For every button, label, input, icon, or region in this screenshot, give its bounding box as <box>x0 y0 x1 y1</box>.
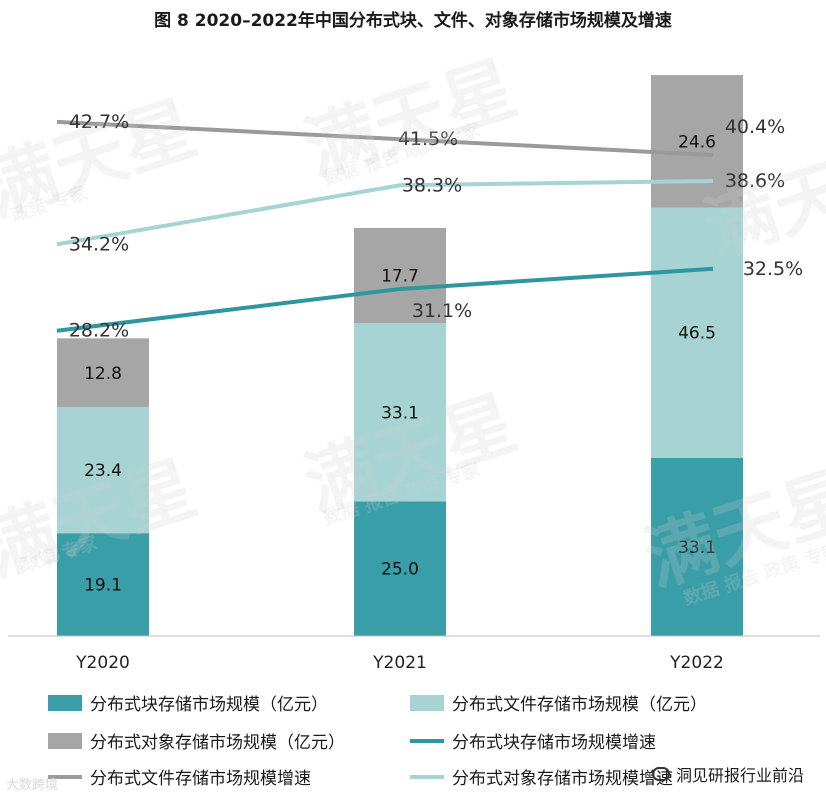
legend-label: 分布式块存储市场规模增速 <box>452 733 656 753</box>
bar-value-label: 12.8 <box>84 364 122 384</box>
line-value-label: 38.6% <box>725 170 785 192</box>
bar-segment <box>354 323 446 502</box>
line-value-label: 41.5% <box>398 128 458 150</box>
legend-swatch <box>48 694 82 711</box>
chart-title: 图 8 2020–2022年中国分布式块、文件、对象存储市场规模及增速 <box>154 11 672 31</box>
line-value-label: 34.2% <box>69 233 129 255</box>
legend-item: 分布式文件存储市场规模（亿元） <box>410 690 707 715</box>
bar-value-label: 23.4 <box>84 461 122 481</box>
legend-swatch <box>48 774 82 779</box>
legend-label: 分布式对象存储市场规模增速 <box>452 769 673 789</box>
x-tick-label: Y2021 <box>372 653 427 673</box>
legend-swatch <box>410 774 444 779</box>
bar-segment <box>57 338 149 408</box>
bar-value-label: 17.7 <box>381 267 419 287</box>
growth-line <box>56 178 714 247</box>
bar-segment <box>57 407 149 534</box>
footer-account-label: 洞见研报行业前沿 <box>675 766 804 785</box>
legend-item: 分布式块存储市场规模（亿元） <box>48 690 328 715</box>
line-value-label: 38.3% <box>402 174 462 196</box>
bar-segment <box>651 457 743 636</box>
legend-swatch <box>410 694 444 711</box>
legend-label: 分布式文件存储市场规模增速 <box>90 769 311 789</box>
bar-value-label: 19.1 <box>84 576 122 596</box>
bar-value-label: 24.6 <box>678 132 716 152</box>
legend-item: 分布式对象存储市场规模增速 <box>410 764 673 789</box>
line-value-label: 40.4% <box>725 116 785 138</box>
bar-value-label: 33.1 <box>678 538 716 558</box>
x-tick-label: Y2020 <box>75 653 130 673</box>
chat-icon <box>651 767 670 781</box>
bar-value-label: 33.1 <box>381 403 419 423</box>
legend-item: 分布式块存储市场规模增速 <box>410 728 656 753</box>
legend-swatch <box>48 732 82 749</box>
line-value-label: 31.1% <box>412 300 472 322</box>
legend-swatch <box>410 738 444 743</box>
bar-segment <box>651 75 743 208</box>
line-value-label: 28.2% <box>69 320 129 342</box>
line-value-label: 42.7% <box>69 111 129 133</box>
bar-segment <box>57 533 149 636</box>
legend-label: 分布式文件存储市场规模（亿元） <box>452 695 707 715</box>
footer-account: 洞见研报行业前沿 <box>651 762 804 786</box>
legend-label: 分布式对象存储市场规模（亿元） <box>90 733 345 753</box>
bar-value-label: 46.5 <box>678 324 716 344</box>
x-tick-label: Y2022 <box>669 653 724 673</box>
legend-label: 分布式块存储市场规模（亿元） <box>90 695 328 715</box>
bar-value-label: 25.0 <box>381 560 419 580</box>
footer-source: 大数跨境 <box>6 778 59 793</box>
growth-line <box>56 266 714 333</box>
legend-item: 分布式文件存储市场规模增速 <box>48 764 311 789</box>
bar-segment <box>354 501 446 636</box>
growth-line <box>56 119 714 158</box>
legend-item: 分布式对象存储市场规模（亿元） <box>48 728 345 753</box>
bar-segment <box>354 227 446 324</box>
line-value-label: 32.5% <box>743 258 803 280</box>
bar-segment <box>651 207 743 458</box>
